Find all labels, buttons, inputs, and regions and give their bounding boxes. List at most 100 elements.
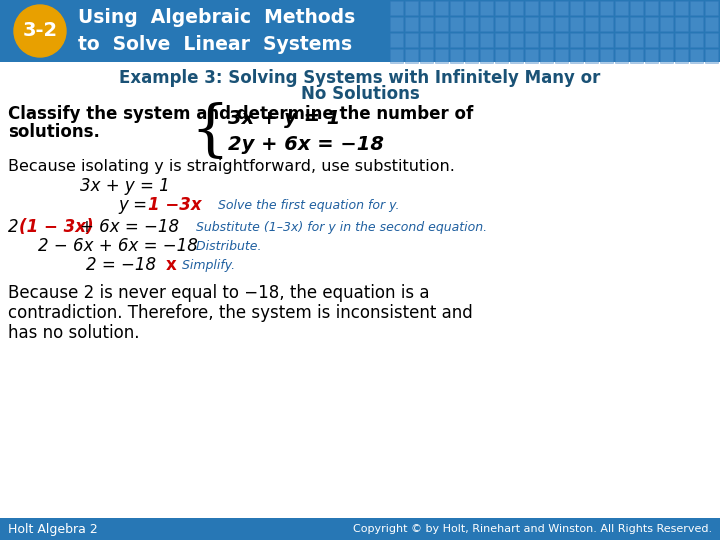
- Bar: [465, 49, 478, 63]
- Bar: [570, 17, 583, 31]
- Bar: [705, 1, 718, 15]
- Bar: [435, 49, 448, 63]
- Bar: [660, 49, 673, 63]
- Text: 3x + y = 1: 3x + y = 1: [228, 109, 341, 127]
- Bar: [405, 33, 418, 47]
- Bar: [645, 1, 658, 15]
- Bar: [630, 33, 643, 47]
- Bar: [435, 17, 448, 31]
- Bar: [630, 49, 643, 63]
- Bar: [705, 33, 718, 47]
- Text: Because 2 is never equal to −18, the equation is a: Because 2 is never equal to −18, the equ…: [8, 284, 430, 302]
- Bar: [555, 49, 568, 63]
- Bar: [555, 1, 568, 15]
- Text: + 6x = −18: + 6x = −18: [80, 218, 179, 236]
- Text: y =: y =: [118, 196, 152, 214]
- Bar: [420, 33, 433, 47]
- Bar: [645, 17, 658, 31]
- Text: 2 = −18: 2 = −18: [86, 256, 156, 274]
- Text: solutions.: solutions.: [8, 123, 100, 141]
- Bar: [0, 0, 720, 62]
- Bar: [675, 33, 688, 47]
- Bar: [420, 17, 433, 31]
- Bar: [675, 1, 688, 15]
- Bar: [465, 17, 478, 31]
- Bar: [510, 33, 523, 47]
- Text: Solve the first equation for y.: Solve the first equation for y.: [210, 199, 400, 212]
- Bar: [600, 49, 613, 63]
- Bar: [450, 49, 463, 63]
- Bar: [450, 33, 463, 47]
- Bar: [480, 17, 493, 31]
- Bar: [690, 17, 703, 31]
- Bar: [540, 33, 553, 47]
- Bar: [495, 33, 508, 47]
- Text: has no solution.: has no solution.: [8, 324, 140, 342]
- Bar: [510, 17, 523, 31]
- Text: Holt Algebra 2: Holt Algebra 2: [8, 523, 98, 536]
- Bar: [615, 1, 628, 15]
- Text: No Solutions: No Solutions: [301, 85, 419, 103]
- Bar: [660, 17, 673, 31]
- Bar: [705, 17, 718, 31]
- Bar: [600, 1, 613, 15]
- Bar: [405, 1, 418, 15]
- Bar: [510, 1, 523, 15]
- Text: Distribute.: Distribute.: [188, 240, 261, 253]
- Bar: [480, 49, 493, 63]
- Text: Simplify.: Simplify.: [178, 259, 235, 272]
- Bar: [540, 1, 553, 15]
- Text: Classify the system and determine the number of: Classify the system and determine the nu…: [8, 105, 473, 123]
- Text: 2: 2: [8, 218, 19, 236]
- Bar: [570, 49, 583, 63]
- Bar: [585, 1, 598, 15]
- Bar: [705, 49, 718, 63]
- Bar: [405, 49, 418, 63]
- Bar: [495, 17, 508, 31]
- Bar: [675, 17, 688, 31]
- Text: Using  Algebraic  Methods: Using Algebraic Methods: [78, 8, 355, 27]
- Bar: [465, 1, 478, 15]
- Text: 2 − 6x + 6x = −18: 2 − 6x + 6x = −18: [38, 237, 198, 255]
- Bar: [615, 49, 628, 63]
- Bar: [600, 33, 613, 47]
- Bar: [660, 1, 673, 15]
- Bar: [585, 33, 598, 47]
- Bar: [465, 33, 478, 47]
- Bar: [630, 17, 643, 31]
- Bar: [390, 1, 403, 15]
- Bar: [480, 33, 493, 47]
- Bar: [615, 17, 628, 31]
- Text: 2y + 6x = −18: 2y + 6x = −18: [228, 134, 384, 153]
- Bar: [600, 17, 613, 31]
- Text: Copyright © by Holt, Rinehart and Winston. All Rights Reserved.: Copyright © by Holt, Rinehart and Winsto…: [353, 524, 712, 534]
- Text: to  Solve  Linear  Systems: to Solve Linear Systems: [78, 35, 352, 54]
- Bar: [435, 1, 448, 15]
- Text: 3-2: 3-2: [22, 22, 58, 40]
- Bar: [570, 33, 583, 47]
- Bar: [0, 518, 720, 540]
- Bar: [495, 49, 508, 63]
- Bar: [390, 33, 403, 47]
- Bar: [525, 33, 538, 47]
- Bar: [480, 1, 493, 15]
- Bar: [420, 1, 433, 15]
- Bar: [525, 17, 538, 31]
- Bar: [570, 1, 583, 15]
- Bar: [645, 33, 658, 47]
- Bar: [615, 33, 628, 47]
- Bar: [585, 17, 598, 31]
- Bar: [495, 1, 508, 15]
- Bar: [690, 49, 703, 63]
- Bar: [630, 1, 643, 15]
- Bar: [525, 1, 538, 15]
- Text: Because isolating y is straightforward, use substitution.: Because isolating y is straightforward, …: [8, 159, 455, 173]
- Bar: [420, 49, 433, 63]
- Text: x: x: [166, 256, 176, 274]
- Bar: [510, 49, 523, 63]
- Bar: [555, 33, 568, 47]
- Text: (1 − 3x): (1 − 3x): [19, 218, 94, 236]
- Bar: [660, 33, 673, 47]
- Bar: [450, 1, 463, 15]
- Text: 3x + y = 1: 3x + y = 1: [80, 177, 170, 195]
